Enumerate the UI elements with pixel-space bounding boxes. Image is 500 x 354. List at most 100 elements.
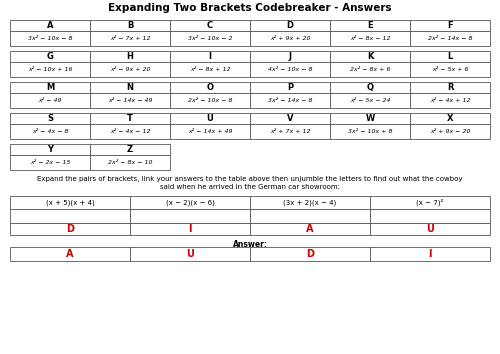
Bar <box>10 93 90 108</box>
Text: (x + 5)(x + 4): (x + 5)(x + 4) <box>46 199 94 206</box>
Text: L: L <box>448 52 452 61</box>
Bar <box>250 93 330 108</box>
Bar <box>170 62 250 77</box>
Text: x² − 4x − 12: x² − 4x − 12 <box>110 129 150 134</box>
Text: x² − 49: x² − 49 <box>38 98 62 103</box>
Text: Z: Z <box>127 145 133 154</box>
Bar <box>130 247 250 261</box>
Bar <box>330 93 410 108</box>
Bar <box>330 62 410 77</box>
Bar <box>170 31 250 46</box>
Text: T: T <box>127 114 133 123</box>
Text: x² − 8x + 12: x² − 8x + 12 <box>190 67 230 72</box>
Bar <box>90 51 170 62</box>
Text: U: U <box>186 249 194 259</box>
Bar <box>170 20 250 31</box>
Text: x² − 7x + 12: x² − 7x + 12 <box>110 36 150 41</box>
Text: Expanding Two Brackets Codebreaker - Answers: Expanding Two Brackets Codebreaker - Ans… <box>108 3 392 13</box>
Bar <box>250 247 370 261</box>
Bar <box>10 62 90 77</box>
Bar <box>250 51 330 62</box>
Bar <box>410 93 490 108</box>
Bar <box>10 196 130 209</box>
Bar <box>90 31 170 46</box>
Text: x² − 4x + 12: x² − 4x + 12 <box>430 98 470 103</box>
Bar <box>410 113 490 124</box>
Bar <box>90 93 170 108</box>
Bar <box>10 247 130 261</box>
Text: Y: Y <box>47 145 53 154</box>
Text: U: U <box>206 114 214 123</box>
Text: W: W <box>366 114 374 123</box>
Text: O: O <box>206 83 214 92</box>
Bar <box>410 124 490 139</box>
Text: x² + 9x − 20: x² + 9x − 20 <box>430 129 470 134</box>
Bar <box>370 247 490 261</box>
Text: x² + 7x + 12: x² + 7x + 12 <box>270 129 310 134</box>
Text: A: A <box>306 224 314 234</box>
Text: Answer:: Answer: <box>232 240 268 249</box>
Bar <box>90 20 170 31</box>
Text: A: A <box>66 249 74 259</box>
Bar <box>250 124 330 139</box>
Bar <box>250 209 370 223</box>
Bar <box>90 113 170 124</box>
Bar <box>410 20 490 31</box>
Bar <box>10 82 90 93</box>
Bar <box>10 223 130 235</box>
Text: 3x² − 10x − 8: 3x² − 10x − 8 <box>28 36 72 41</box>
Text: I: I <box>428 249 432 259</box>
Text: (x − 7)²: (x − 7)² <box>416 199 444 206</box>
Bar <box>90 144 170 155</box>
Text: x² − 8x − 12: x² − 8x − 12 <box>350 36 390 41</box>
Text: M: M <box>46 83 54 92</box>
Bar <box>10 31 90 46</box>
Bar <box>330 82 410 93</box>
Text: R: R <box>447 83 453 92</box>
Text: P: P <box>287 83 293 92</box>
Text: D: D <box>286 21 294 30</box>
Text: x² − 14x + 49: x² − 14x + 49 <box>188 129 232 134</box>
Text: C: C <box>207 21 213 30</box>
Bar <box>250 20 330 31</box>
Bar <box>250 62 330 77</box>
Bar <box>10 124 90 139</box>
Bar <box>10 209 130 223</box>
Bar <box>10 144 90 155</box>
Bar <box>10 51 90 62</box>
Bar <box>410 82 490 93</box>
Text: x² − 5x + 6: x² − 5x + 6 <box>432 67 468 72</box>
Bar <box>410 31 490 46</box>
Bar <box>250 31 330 46</box>
Bar <box>130 223 250 235</box>
Bar <box>330 20 410 31</box>
Bar <box>410 51 490 62</box>
Bar <box>170 82 250 93</box>
Text: J: J <box>288 52 292 61</box>
Text: H: H <box>126 52 134 61</box>
Text: 2x² − 8x − 10: 2x² − 8x − 10 <box>108 160 152 165</box>
Text: (3x + 2)(x − 4): (3x + 2)(x − 4) <box>284 199 337 206</box>
Bar <box>90 62 170 77</box>
Bar <box>250 196 370 209</box>
Text: x² − 5x − 24: x² − 5x − 24 <box>350 98 390 103</box>
Text: 4x² − 10x − 8: 4x² − 10x − 8 <box>268 67 312 72</box>
Bar <box>10 20 90 31</box>
Text: x² − 14x − 49: x² − 14x − 49 <box>108 98 152 103</box>
Bar <box>10 113 90 124</box>
Text: B: B <box>127 21 133 30</box>
Text: Expand the pairs of brackets, link your answers to the table above then unjumble: Expand the pairs of brackets, link your … <box>37 176 463 182</box>
Bar <box>330 124 410 139</box>
Bar <box>250 82 330 93</box>
Text: Q: Q <box>366 83 374 92</box>
Bar <box>90 82 170 93</box>
Text: I: I <box>188 224 192 234</box>
Text: x² + 9x + 20: x² + 9x + 20 <box>270 36 310 41</box>
Text: N: N <box>126 83 134 92</box>
Text: (x − 2)(x − 6): (x − 2)(x − 6) <box>166 199 214 206</box>
Bar <box>170 113 250 124</box>
Text: 3x² − 14x − 8: 3x² − 14x − 8 <box>268 98 312 103</box>
Text: D: D <box>66 224 74 234</box>
Text: A: A <box>47 21 53 30</box>
Text: X: X <box>447 114 453 123</box>
